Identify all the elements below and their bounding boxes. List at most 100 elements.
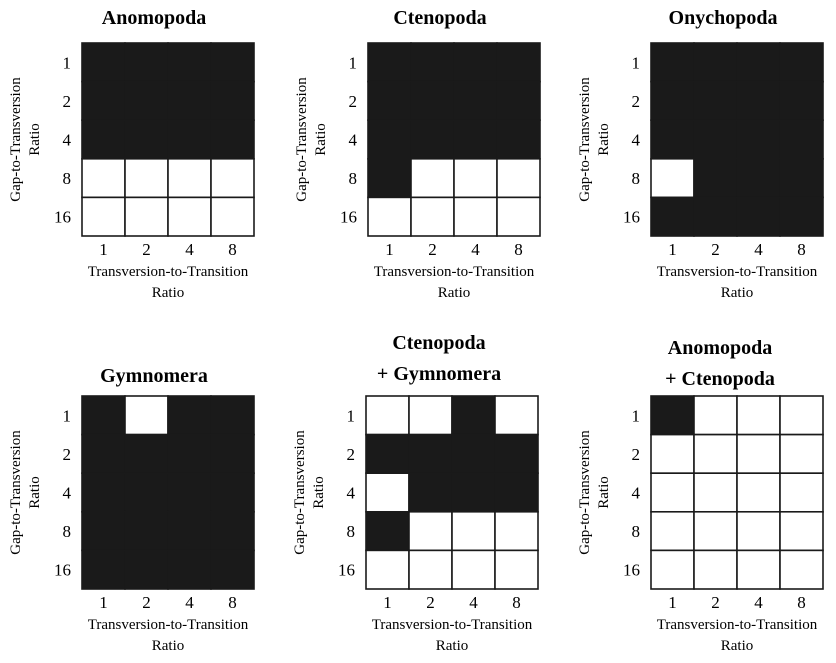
heatmap-cell <box>81 119 126 160</box>
heatmap-cell <box>453 80 498 121</box>
heatmap-cell <box>408 472 453 513</box>
heatmap-cell <box>736 472 781 513</box>
panel-title: Gymnomera <box>100 365 208 387</box>
heatmap-cell <box>494 510 539 552</box>
heatmap-cell <box>693 510 738 552</box>
x-axis-label: Ratio <box>721 285 754 301</box>
x-tick-label: 4 <box>754 593 763 612</box>
heatmap-cell <box>210 196 255 237</box>
heatmap-cell <box>650 80 695 121</box>
y-axis-label: Ratio <box>596 476 612 509</box>
heatmap-cell <box>496 196 541 237</box>
heatmap-cell <box>779 510 824 552</box>
y-tick-label: 16 <box>340 208 357 227</box>
heatmap-cell <box>650 510 695 552</box>
heatmap-cell <box>167 433 212 475</box>
heatmap-cell <box>451 433 496 475</box>
x-tick-label: 2 <box>711 593 720 612</box>
y-axis-label: Gap-to-Transversion <box>577 430 593 555</box>
heatmap-cell <box>81 472 126 513</box>
heatmap-cell <box>167 80 212 121</box>
y-axis-label: Ratio <box>596 123 612 156</box>
x-tick-label: 1 <box>99 240 108 259</box>
heatmap-cell <box>410 158 455 199</box>
heatmap-cell <box>779 42 824 83</box>
heatmap-cell <box>408 510 453 552</box>
y-tick-label: 4 <box>63 484 72 503</box>
y-tick-label: 4 <box>632 484 641 503</box>
heatmap-cell <box>693 119 738 160</box>
x-tick-label: 4 <box>469 593 478 612</box>
heatmap-cell <box>693 80 738 121</box>
heatmap-panel: Ctenopoda 1 2 4 8 16 1 2 4 8 Transversion-to-Trans… <box>294 7 541 301</box>
x-axis-label: Ratio <box>721 638 754 654</box>
y-tick-label: 2 <box>63 445 72 464</box>
heatmap-cell <box>124 433 169 475</box>
heatmap-cell <box>365 395 410 436</box>
heatmap-cell <box>779 119 824 160</box>
y-tick-label: 16 <box>623 561 640 580</box>
heatmap-cell <box>367 80 412 121</box>
panel-title: Ctenopoda <box>392 332 485 354</box>
y-tick-label: 1 <box>63 53 72 72</box>
heatmap-cell <box>693 42 738 83</box>
heatmap-cell <box>124 510 169 552</box>
x-axis-label: Transversion-to-Transition <box>372 617 533 633</box>
x-axis-label: Transversion-to-Transition <box>657 617 818 633</box>
heatmap-cell <box>210 433 255 475</box>
heatmap-cell <box>124 395 169 436</box>
heatmap-cell <box>210 80 255 121</box>
heatmap-cell <box>451 395 496 436</box>
y-tick-label: 2 <box>347 445 356 464</box>
heatmap-cell <box>210 549 255 590</box>
heatmap-cell <box>81 196 126 237</box>
panel-title: Anomopoda <box>668 337 772 359</box>
x-tick-label: 2 <box>142 593 151 612</box>
heatmap-cell <box>167 472 212 513</box>
heatmap-cell <box>496 80 541 121</box>
panel-title: + Ctenopoda <box>665 368 775 390</box>
heatmap-cell <box>693 472 738 513</box>
heatmap-cell <box>453 42 498 83</box>
y-tick-label: 4 <box>632 131 641 150</box>
x-tick-label: 8 <box>512 593 521 612</box>
x-axis-label: Transversion-to-Transition <box>657 264 818 280</box>
x-tick-label: 1 <box>385 240 394 259</box>
heatmap-cell <box>779 158 824 199</box>
heatmap-cell <box>124 119 169 160</box>
heatmap-cell <box>81 395 126 436</box>
y-tick-label: 4 <box>349 131 358 150</box>
heatmap-cell <box>408 549 453 590</box>
heatmap-cell <box>451 510 496 552</box>
heatmap-cell <box>367 158 412 199</box>
heatmap-cell <box>365 472 410 513</box>
heatmap-cell <box>693 158 738 199</box>
y-axis-label: Ratio <box>311 476 327 509</box>
x-tick-label: 8 <box>797 240 806 259</box>
heatmap-cell <box>779 80 824 121</box>
heatmap-cell <box>779 472 824 513</box>
x-tick-label: 8 <box>797 593 806 612</box>
heatmap-cell <box>650 42 695 83</box>
heatmap-cell <box>693 196 738 237</box>
heatmap-cell <box>693 549 738 590</box>
x-tick-label: 2 <box>428 240 437 259</box>
y-axis-label: Ratio <box>27 476 43 509</box>
heatmap-cell <box>210 510 255 552</box>
y-tick-label: 4 <box>63 131 72 150</box>
heatmap-cell <box>736 549 781 590</box>
y-axis-label: Ratio <box>313 123 329 156</box>
heatmap-panel: Ctenopoda + Gymnomera 1 2 4 8 16 1 2 4 8 Transversi… <box>292 332 539 654</box>
y-tick-label: 1 <box>632 406 641 425</box>
heatmap-cell <box>650 549 695 590</box>
heatmap-cell <box>408 433 453 475</box>
x-axis-label: Ratio <box>152 285 185 301</box>
heatmap-cell <box>124 80 169 121</box>
heatmap-cell <box>693 395 738 436</box>
heatmap-cell <box>367 196 412 237</box>
y-tick-label: 1 <box>349 53 358 72</box>
y-axis-label: Gap-to-Transversion <box>8 77 24 202</box>
heatmap-cell <box>167 510 212 552</box>
x-axis-label: Transversion-to-Transition <box>374 264 535 280</box>
heatmap-cell <box>365 433 410 475</box>
